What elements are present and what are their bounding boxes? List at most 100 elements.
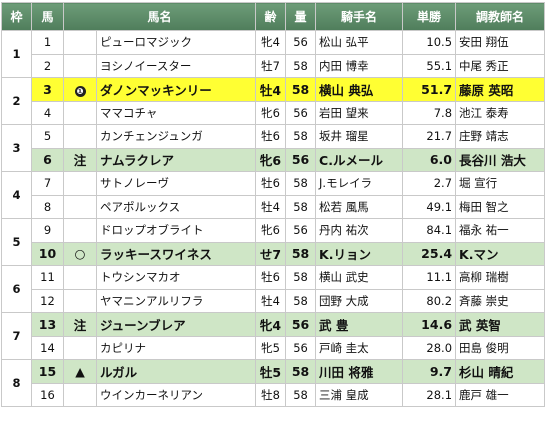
header-odds: 単勝 [402, 2, 457, 31]
trainer-name: 中尾 秀正 [455, 53, 545, 78]
table-row[interactable]: 8 ペアポルックス 牡4 58 松若 風馬 49.1 梅田 智之 [2, 194, 545, 219]
table-row[interactable]: 4 7 サトノレーヴ 牡6 58 J.モレイラ 2.7 堀 宣行 [1, 171, 545, 219]
prediction-mark [63, 194, 97, 219]
table-row[interactable]: 2 3 ❶ ダノンマッキンリー 牡4 58 横山 典弘 51.7 藤原 英昭 [1, 77, 545, 125]
table-row[interactable]: 16 ウインカーネリアン 牡8 58 三浦 皇成 28.1 鹿戸 雄一 [2, 382, 545, 407]
prediction-mark [63, 30, 97, 55]
sex-age: 牡6 [255, 171, 287, 196]
win-odds: 49.1 [402, 194, 457, 219]
table-row[interactable]: 14 カピリナ 牝5 56 戸崎 圭太 28.0 田島 俊明 [2, 335, 545, 360]
horse-name[interactable]: ヨシノイースター [95, 53, 257, 78]
sex-age: せ7 [255, 241, 287, 266]
table-row[interactable]: 4 ママコチャ 牝6 56 岩田 望来 7.8 池江 泰寿 [2, 100, 545, 125]
carried-weight: 56 [285, 147, 317, 172]
horse-name[interactable]: ジューンブレア [95, 312, 257, 337]
jockey-name: J.モレイラ [315, 171, 404, 196]
header-weight: 量 [285, 2, 317, 31]
carried-weight: 58 [285, 77, 317, 102]
prediction-mark [63, 124, 97, 149]
table-row[interactable]: 8 15 ▲ ルガル 牡5 58 川田 将雅 9.7 杉山 晴紀 [1, 359, 545, 407]
horse-number: 5 [31, 124, 64, 149]
table-row[interactable]: 2 ヨシノイースター 牡7 58 内田 博幸 55.1 中尾 秀正 [2, 53, 545, 78]
sex-age: 牡4 [255, 77, 287, 102]
table-row[interactable]: 3 5 カンチェンジュンガ 牡6 58 坂井 瑠星 21.7 庄野 靖志 [1, 124, 545, 172]
trainer-name: 福永 祐一 [455, 218, 545, 243]
prediction-mark: 注 [63, 147, 97, 172]
carried-weight: 58 [285, 194, 317, 219]
jockey-name: C.ルメール [315, 147, 404, 172]
horse-name[interactable]: ウインカーネリアン [95, 382, 257, 407]
horse-number: 13 [31, 312, 64, 337]
prediction-mark: 注 [63, 312, 97, 337]
table-row[interactable]: 5 9 ドロップオブライト 牝6 56 丹内 祐次 84.1 福永 祐一 [1, 218, 545, 266]
frame-number: 4 [1, 171, 32, 219]
win-odds: 9.7 [402, 359, 457, 384]
horse-number: 16 [31, 382, 64, 407]
jockey-name: 団野 大成 [315, 288, 404, 313]
win-odds: 51.7 [402, 77, 457, 102]
frame-number: 1 [1, 30, 32, 78]
win-odds: 28.1 [402, 382, 457, 407]
horse-name[interactable]: ラッキースワイネス [95, 241, 257, 266]
jockey-name: K.リョン [315, 241, 404, 266]
win-odds: 11.1 [402, 265, 457, 290]
table-row[interactable]: 6 11 トウシンマカオ 牡6 58 横山 武史 11.1 高柳 瑞樹 [1, 265, 545, 313]
table-row[interactable]: 1 1 ピューロマジック 牝4 56 松山 弘平 10.5 安田 翔伍 [1, 30, 545, 78]
jockey-name: 松山 弘平 [315, 30, 404, 55]
sex-age: 牝5 [255, 335, 287, 360]
prediction-mark [63, 218, 97, 243]
frame-number: 7 [1, 312, 32, 360]
jockey-name: 戸崎 圭太 [315, 335, 404, 360]
horse-name[interactable]: ダノンマッキンリー [95, 77, 257, 102]
horse-name[interactable]: ピューロマジック [95, 30, 257, 55]
prediction-mark: ▲ [63, 359, 97, 384]
trainer-name: 庄野 靖志 [455, 124, 545, 149]
prediction-mark [63, 100, 97, 125]
trainer-name: 杉山 晴紀 [455, 359, 545, 384]
horse-name[interactable]: サトノレーヴ [95, 171, 257, 196]
carried-weight: 58 [285, 241, 317, 266]
horse-name[interactable]: ナムラクレア [95, 147, 257, 172]
carried-weight: 56 [285, 335, 317, 360]
jockey-name: 横山 典弘 [315, 77, 404, 102]
carried-weight: 56 [285, 312, 317, 337]
table-row[interactable]: 7 13 注ジューンブレア 牝4 56 武 豊 14.6 武 英智 [1, 312, 545, 360]
horse-name[interactable]: カンチェンジュンガ [95, 124, 257, 149]
header-jockey: 騎手名 [315, 2, 404, 31]
trainer-name: 安田 翔伍 [455, 30, 545, 55]
horse-name[interactable]: ドロップオブライト [95, 218, 257, 243]
table-row[interactable]: 6 注ナムラクレア 牝6 56 C.ルメール 6.0 長谷川 浩大 [2, 147, 545, 172]
frame-number: 6 [1, 265, 32, 313]
horse-name[interactable]: ルガル [95, 359, 257, 384]
frame-number: 8 [1, 359, 32, 407]
horse-name[interactable]: ペアポルックス [95, 194, 257, 219]
win-odds: 6.0 [402, 147, 457, 172]
table-row[interactable]: 12 ヤマニンアルリフラ 牡4 58 団野 大成 80.2 斉藤 崇史 [2, 288, 545, 313]
horse-name[interactable]: ママコチャ [95, 100, 257, 125]
trainer-name: 梅田 智之 [455, 194, 545, 219]
prediction-mark [63, 265, 97, 290]
horse-name[interactable]: トウシンマカオ [95, 265, 257, 290]
horse-number: 8 [31, 194, 64, 219]
win-odds: 28.0 [402, 335, 457, 360]
horse-number: 6 [31, 147, 64, 172]
table-row[interactable]: 10 ○ ラッキースワイネス せ7 58 K.リョン 25.4 K.マン [2, 241, 545, 266]
trainer-name: 高柳 瑞樹 [455, 265, 545, 290]
sex-age: 牝6 [255, 147, 287, 172]
carried-weight: 56 [285, 218, 317, 243]
horse-name[interactable]: カピリナ [95, 335, 257, 360]
trainer-name: 鹿戸 雄一 [455, 382, 545, 407]
trainer-name: K.マン [455, 241, 545, 266]
sex-age: 牡4 [255, 194, 287, 219]
win-odds: 10.5 [402, 30, 457, 55]
win-odds: 55.1 [402, 53, 457, 78]
horse-name[interactable]: ヤマニンアルリフラ [95, 288, 257, 313]
sex-age: 牝4 [255, 30, 287, 55]
trainer-name: 田島 俊明 [455, 335, 545, 360]
jockey-name: 内田 博幸 [315, 53, 404, 78]
carried-weight: 58 [285, 53, 317, 78]
horse-number: 7 [31, 171, 64, 196]
jockey-name: 川田 将雅 [315, 359, 404, 384]
carried-weight: 58 [285, 382, 317, 407]
sex-age: 牡8 [255, 382, 287, 407]
